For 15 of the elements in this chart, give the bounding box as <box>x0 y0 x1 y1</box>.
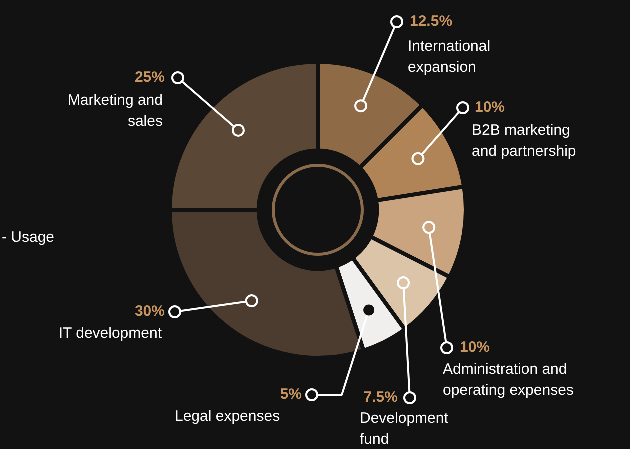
data-label: 10% <box>475 99 506 116</box>
data-label: 7.5% <box>364 389 398 406</box>
slice-label: Development fund <box>360 410 450 448</box>
slice-label: International expansion <box>408 38 491 76</box>
slice-label: Legal expenses <box>175 408 280 426</box>
data-label: 5% <box>280 386 302 404</box>
data-label: 12.5% <box>410 13 453 30</box>
data-label: 25% <box>134 69 165 86</box>
data-label: 30% <box>134 303 165 320</box>
data-label: 10% <box>460 339 490 356</box>
slice-label: Marketing and sales <box>68 92 163 130</box>
slice-label: Administration and operating expenses <box>443 361 574 400</box>
slice-label: B2B marketing and partnership <box>472 122 576 160</box>
slice-label: IT development <box>58 325 163 342</box>
text: - Usage <box>2 229 55 246</box>
